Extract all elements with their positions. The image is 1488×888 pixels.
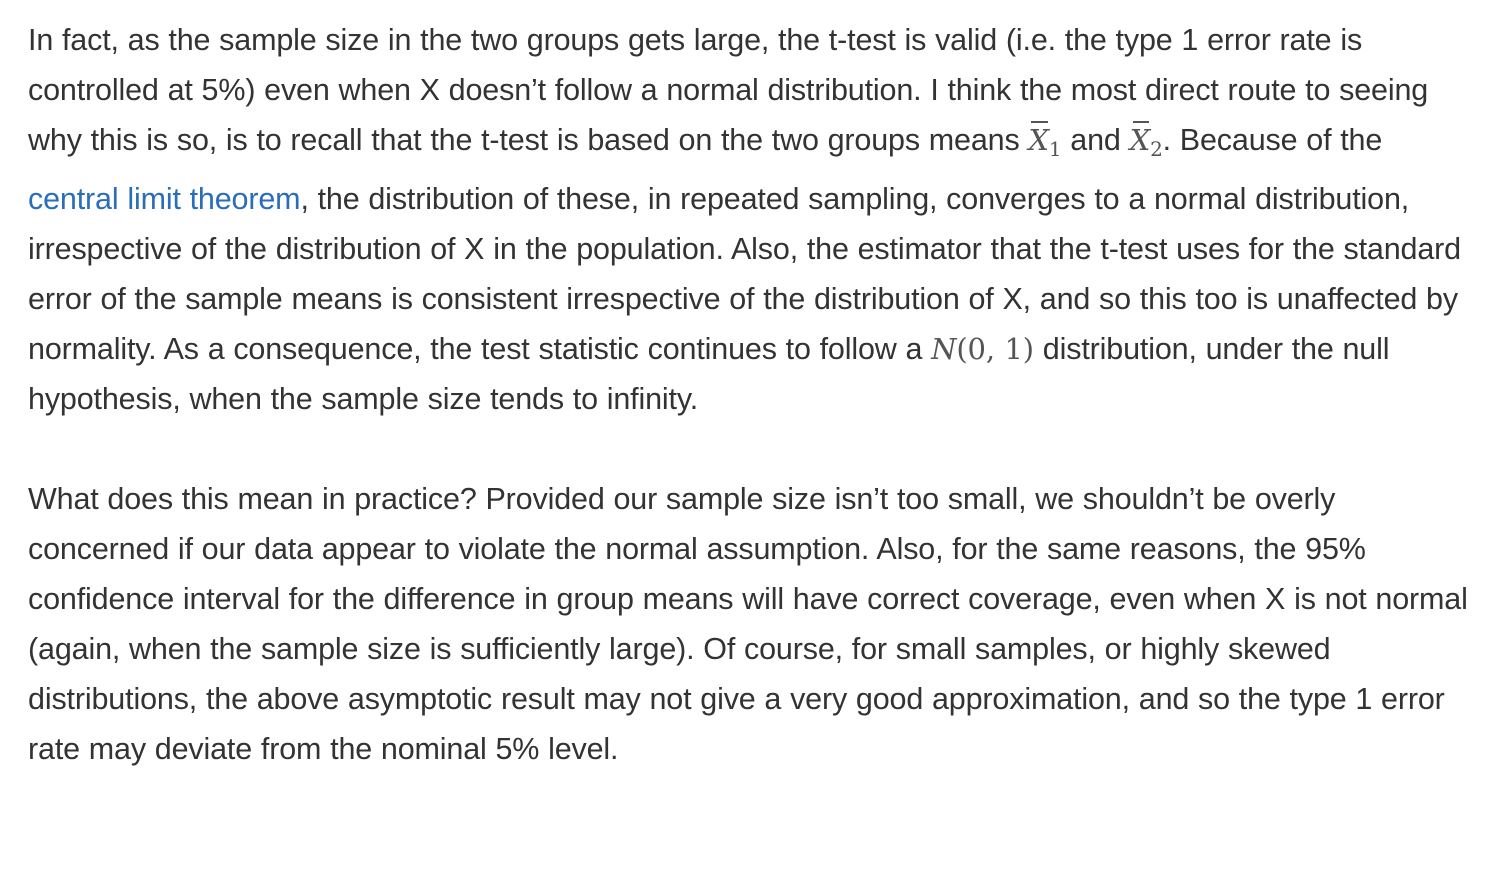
p1-text-4: , the distribution of these, in repeated… [28,182,1461,366]
article-body: In fact, as the sample size in the two g… [28,15,1468,774]
math-normal-dist: N(0, 1) [931,332,1034,366]
math-x2-bar: X2 [1130,121,1163,161]
p1-text-3: . Because of the [1162,123,1383,157]
p1-text-1: In fact, as the sample size in the two g… [28,23,1429,157]
math-x1-bar: X1 [1028,121,1062,161]
p1-text-5: distribution, under the null hypothesis,… [28,332,1390,416]
p1-text-2: and [1061,123,1130,157]
paragraph-1: In fact, as the sample size in the two g… [28,15,1468,424]
central-limit-theorem-link[interactable]: central limit theorem [28,182,301,216]
paragraph-2: What does this mean in practice? Provide… [28,482,1468,766]
